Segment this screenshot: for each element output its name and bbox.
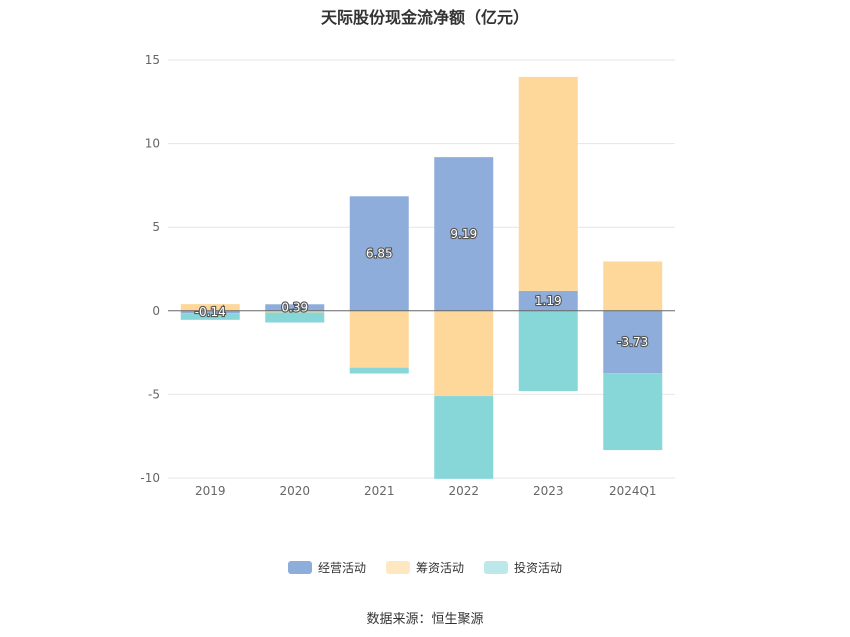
x-tick-label: 2019 xyxy=(195,484,226,498)
bar-operating[interactable] xyxy=(349,196,409,311)
legend-swatch-operating xyxy=(287,561,312,574)
bar-financing[interactable] xyxy=(180,304,240,311)
data-label: 1.19 xyxy=(535,294,562,308)
y-tick-label: -10 xyxy=(140,471,160,485)
bar-financing[interactable] xyxy=(349,310,409,368)
legend-label-investing: 投资活动 xyxy=(514,561,563,575)
data-label: 9.19 xyxy=(450,227,477,241)
y-tick-label: -5 xyxy=(148,387,160,401)
x-tick-label: 2023 xyxy=(533,484,564,498)
grid-lines xyxy=(168,59,675,479)
data-source: 数据来源：恒生聚源 xyxy=(366,612,484,627)
bar-financing[interactable] xyxy=(518,76,578,291)
bar-operating[interactable] xyxy=(265,304,325,311)
legend-label-financing: 筹资活动 xyxy=(415,561,464,575)
bar-investing[interactable] xyxy=(349,367,409,374)
y-tick-label: 15 xyxy=(145,53,160,67)
bar-investing[interactable] xyxy=(180,313,240,320)
legend-swatch-financing xyxy=(385,561,410,574)
data-label: -3.73 xyxy=(617,335,648,349)
legend-item-operating[interactable]: 经营活动 xyxy=(287,559,366,576)
bar-operating[interactable] xyxy=(518,290,578,311)
y-tick-label: 5 xyxy=(152,220,160,234)
x-axis-ticks: 2019 2020 2021 2022 2023 2024Q1 xyxy=(195,484,657,498)
legend: 经营活动 筹资活动 投资活动 xyxy=(0,559,850,576)
data-label: 0.39 xyxy=(281,301,308,315)
x-tick-label: 2024Q1 xyxy=(609,484,657,498)
bar-operating[interactable] xyxy=(603,310,663,374)
bars xyxy=(180,76,663,479)
bar-financing[interactable] xyxy=(265,310,325,313)
bar-operating[interactable] xyxy=(180,310,240,314)
bar-investing[interactable] xyxy=(434,396,494,479)
chart-title: 天际股份现金流净额（亿元） xyxy=(320,8,529,27)
bar-investing[interactable] xyxy=(265,312,325,323)
x-tick-label: 2022 xyxy=(448,484,479,498)
legend-item-investing[interactable]: 投资活动 xyxy=(484,559,562,576)
y-axis-ticks: 15 10 5 0 -5 -10 xyxy=(140,53,160,485)
bar-operating[interactable] xyxy=(434,157,494,311)
x-tick-label: 2021 xyxy=(364,484,395,498)
legend-item-financing[interactable]: 筹资活动 xyxy=(385,559,464,576)
x-tick-label: 2020 xyxy=(279,484,310,498)
bar-investing[interactable] xyxy=(518,310,578,392)
bar-financing[interactable] xyxy=(434,310,494,397)
y-tick-label: 0 xyxy=(152,304,160,318)
y-tick-label: 10 xyxy=(145,137,160,151)
bar-financing[interactable] xyxy=(603,261,663,311)
bar-investing[interactable] xyxy=(603,373,663,451)
data-label: -0.14 xyxy=(195,305,226,319)
data-label: 6.85 xyxy=(366,247,393,261)
data-labels: -0.14 0.39 6.85 9.19 1.19 -3.73 xyxy=(194,226,650,350)
legend-swatch-investing xyxy=(484,561,508,574)
legend-label-operating: 经营活动 xyxy=(317,561,366,575)
cashflow-chart: 15 10 5 0 -5 -10 -0.14 0.39 6.85 9.19 1.19 -3.73 2… xyxy=(140,53,675,498)
